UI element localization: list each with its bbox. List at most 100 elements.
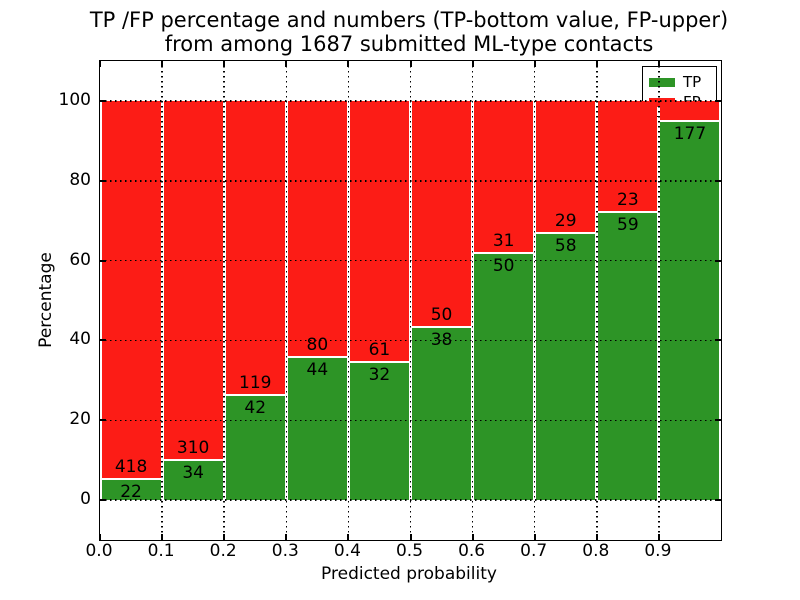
x-tick bbox=[347, 61, 350, 67]
bar-label-tp: 38 bbox=[430, 329, 453, 350]
bar-segment-tp bbox=[536, 233, 596, 501]
x-tick-label: 0.2 bbox=[209, 541, 237, 561]
bar-label-tp: 32 bbox=[368, 364, 391, 385]
bar-label-fp: 23 bbox=[617, 189, 639, 210]
x-tick bbox=[223, 534, 226, 540]
bar-label-fp: 50 bbox=[430, 304, 453, 325]
bar-label-tp: 59 bbox=[617, 214, 639, 235]
x-tick bbox=[657, 61, 660, 67]
x-tick bbox=[285, 61, 288, 67]
grid-line-y bbox=[100, 499, 721, 501]
plot-area: TPFP 22418343104211944803261385050315829… bbox=[99, 60, 722, 541]
x-tick-label: 0.3 bbox=[271, 541, 299, 561]
bar-segment-tp bbox=[287, 358, 347, 501]
bar-segment-tp bbox=[660, 122, 720, 501]
y-tick bbox=[100, 99, 106, 102]
x-tick-label: 0.7 bbox=[520, 541, 548, 561]
grid-line-y bbox=[100, 100, 721, 102]
x-tick bbox=[471, 534, 474, 540]
y-tick bbox=[715, 339, 721, 342]
grid-line-x bbox=[161, 61, 163, 540]
y-tick bbox=[100, 179, 106, 182]
bar-label-tp: 22 bbox=[120, 482, 142, 503]
bar-segment-tp bbox=[163, 460, 223, 501]
x-axis-label: Predicted probability bbox=[321, 564, 497, 584]
x-tick bbox=[285, 534, 288, 540]
grid-line-x bbox=[596, 61, 598, 540]
x-tick bbox=[99, 61, 101, 67]
chart-title-line1: TP /FP percentage and numbers (TP-bottom… bbox=[89, 8, 729, 32]
x-tick bbox=[471, 61, 474, 67]
y-tick-label: 80 bbox=[69, 169, 91, 190]
y-tick-label: 0 bbox=[80, 489, 91, 510]
grid-line-x bbox=[409, 61, 412, 540]
bar-label-fp: 31 bbox=[492, 230, 515, 251]
bar-segment-tp bbox=[101, 480, 161, 501]
x-tick bbox=[347, 534, 350, 540]
x-tick bbox=[409, 61, 412, 67]
bar-label-tp: 42 bbox=[244, 397, 267, 418]
bar-label-tp: 177 bbox=[673, 124, 707, 145]
x-tick bbox=[223, 61, 226, 67]
x-tick bbox=[161, 61, 164, 67]
y-tick-label: 60 bbox=[69, 249, 91, 270]
x-tick bbox=[533, 534, 536, 540]
x-tick bbox=[595, 61, 598, 67]
bar-segment-tp bbox=[349, 362, 409, 501]
y-tick bbox=[715, 99, 721, 102]
x-tick-label: 0.9 bbox=[644, 541, 672, 561]
bar-segment-fp bbox=[412, 100, 472, 328]
legend-entry: TP bbox=[649, 72, 712, 92]
bar-segment-fp bbox=[474, 100, 534, 254]
bar-label-tp: 44 bbox=[306, 360, 329, 381]
y-tick-label: 40 bbox=[69, 329, 91, 350]
bar-segment-tp bbox=[474, 253, 534, 501]
bar-label-fp: 61 bbox=[368, 339, 391, 360]
y-tick bbox=[100, 259, 106, 262]
y-tick bbox=[715, 499, 721, 502]
y-tick bbox=[100, 339, 106, 342]
grid-line-x bbox=[285, 61, 288, 540]
bar-label-fp: 418 bbox=[114, 457, 148, 478]
x-tick bbox=[99, 534, 101, 540]
grid-line-y bbox=[100, 180, 721, 182]
y-tick bbox=[715, 179, 721, 182]
bar-segment-fp bbox=[163, 100, 223, 461]
grid-line-y bbox=[100, 419, 721, 421]
legend-label-tp: TP bbox=[683, 73, 702, 91]
bar-segment-fp bbox=[225, 100, 285, 396]
grid-line-x bbox=[533, 61, 536, 540]
x-tick-label: 0.8 bbox=[582, 541, 610, 561]
bar-segment-fp bbox=[598, 100, 658, 213]
x-tick bbox=[595, 534, 598, 540]
x-tick bbox=[161, 534, 164, 540]
x-tick bbox=[409, 534, 412, 540]
legend-swatch-tp bbox=[649, 77, 675, 87]
y-tick bbox=[715, 419, 721, 422]
bar-label-fp: 29 bbox=[554, 210, 577, 231]
x-tick bbox=[657, 534, 660, 540]
bar-label-fp: 119 bbox=[239, 372, 272, 393]
bar-label-tp: 34 bbox=[182, 462, 204, 483]
grid-line-x bbox=[347, 61, 350, 540]
bar-segment-tp bbox=[412, 327, 472, 501]
bar-segment-fp bbox=[287, 100, 347, 359]
bar-segment-tp bbox=[225, 395, 285, 501]
chart-title-line2: from among 1687 submitted ML-type contac… bbox=[164, 32, 654, 56]
grid-line-x bbox=[471, 61, 474, 540]
bar-segment-fp bbox=[349, 100, 409, 363]
bar-segment-fp bbox=[101, 100, 161, 481]
y-tick-label: 20 bbox=[69, 409, 91, 430]
y-tick bbox=[100, 499, 106, 502]
x-tick-label: 0.0 bbox=[85, 541, 113, 561]
x-tick-label: 0.5 bbox=[395, 541, 424, 561]
x-tick-label: 0.1 bbox=[147, 541, 175, 561]
bar-label-fp: 80 bbox=[306, 335, 329, 356]
x-tick bbox=[533, 61, 536, 67]
y-tick bbox=[100, 419, 106, 422]
x-tick-label: 0.4 bbox=[333, 541, 361, 561]
y-tick-label: 100 bbox=[58, 89, 91, 110]
grid-line-y bbox=[100, 259, 721, 262]
bar-segment-fp bbox=[536, 100, 596, 234]
